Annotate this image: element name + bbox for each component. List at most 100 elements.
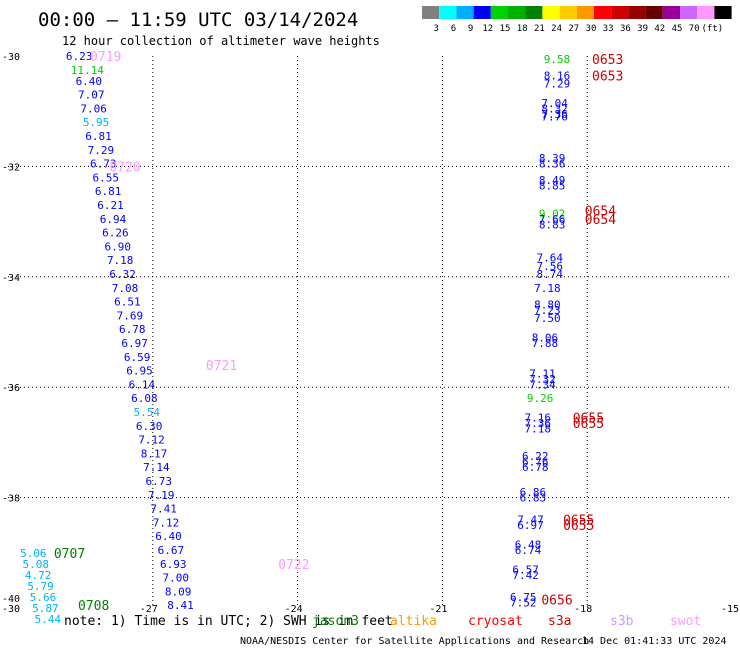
pass-time-label: 0720 <box>109 160 140 175</box>
wave-height-value: 6.40 <box>155 530 182 543</box>
wave-height-value: 7.41 <box>150 503 177 516</box>
x-tick-label: -30 <box>2 604 20 615</box>
pass-time-label: 0708 <box>78 599 109 614</box>
wave-height-value: 7.18 <box>524 423 551 436</box>
wave-height-value: 7.06 <box>80 102 107 115</box>
scale-label: 70 <box>689 24 700 34</box>
wave-height-value: 7.14 <box>143 461 170 474</box>
wave-height-value: 6.73 <box>90 158 117 171</box>
wave-height-value: 8.49 <box>539 174 566 187</box>
wave-height-value: 6.26 <box>102 227 128 240</box>
wave-height-value: 6.78 <box>119 323 146 336</box>
wave-height-value: 7.52 <box>510 596 537 609</box>
pass-time-label: 0655 <box>573 412 604 427</box>
wave-height-value: 8.39 <box>539 152 566 165</box>
scale-label: 21 <box>534 24 545 34</box>
scale-label: 15 <box>500 24 511 34</box>
wave-height-value: 7.11 <box>529 367 556 380</box>
pass-time-label: 0653 <box>592 69 623 84</box>
wave-height-value: 8.80 <box>534 298 561 311</box>
wave-height-value: 7.00 <box>162 572 189 585</box>
wave-height-value: 7.04 <box>541 97 568 110</box>
wave-height-value: 6.08 <box>131 392 158 405</box>
grid-lines <box>8 56 732 608</box>
y-tick-label: -38 <box>2 494 20 505</box>
wave-height-value: 6.40 <box>76 75 103 88</box>
axis-ticks: -30 -27 -24 -21 -18 -15 -30 -32 -34 -36 -38 -40 <box>2 52 739 615</box>
pass-time-label: 0655 <box>563 514 594 529</box>
scale-swatch <box>439 6 457 19</box>
wave-height-value: 7.23 <box>534 304 561 317</box>
wave-height-value: 6.55 <box>92 171 119 184</box>
scale-swatch <box>594 6 612 19</box>
pass-time-label: 0656 <box>541 594 572 609</box>
scale-label: 3 <box>433 24 438 34</box>
wave-height-value: 7.42 <box>512 569 539 582</box>
y-tick-label: -32 <box>2 162 20 173</box>
scale-swatch <box>697 6 715 19</box>
wave-height-value: 6.57 <box>512 563 539 576</box>
wave-height-value: 7.56 <box>537 260 564 273</box>
scale-label: 33 <box>603 24 614 34</box>
satellite-legend-item: swot <box>670 614 701 629</box>
pass-time-label: 0654 <box>585 213 616 228</box>
wave-height-value: 6.22 <box>522 450 549 463</box>
wave-height-value: 6.78 <box>522 461 549 474</box>
satellite-legend-item: cryosat <box>468 614 523 629</box>
wave-height-value: 7.76 <box>541 111 568 124</box>
wave-height-value: 6.51 <box>114 296 141 309</box>
wave-height-value: 6.81 <box>85 130 112 143</box>
scale-label: 27 <box>568 24 579 34</box>
wave-height-value: 7.18 <box>534 282 561 295</box>
pass-time-label: 0654 <box>585 205 616 220</box>
scale-label: 30 <box>586 24 597 34</box>
wave-height-value: 8.17 <box>141 447 168 460</box>
wave-height-value: 8.06 <box>532 332 559 345</box>
scale-swatch <box>559 6 577 19</box>
wave-height-value: 7.16 <box>524 412 551 425</box>
wave-height-value: 7.36 <box>541 108 568 121</box>
scale-swatch <box>611 6 629 19</box>
pass-time-label: 0655 <box>563 519 594 534</box>
wave-height-value: 7.32 <box>529 373 556 386</box>
y-tick-label: -36 <box>2 383 20 394</box>
x-tick-label: -15 <box>721 604 739 615</box>
wave-height-value: 5.06 <box>20 547 47 560</box>
scale-swatch <box>473 6 491 19</box>
scale-label: 9 <box>468 24 473 34</box>
x-tick-label: -24 <box>285 604 303 615</box>
scale-label: 6 <box>451 24 456 34</box>
wave-height-value: 7.19 <box>148 489 175 502</box>
credit-text: NOAA/NESDIS Center for Satellite Applica… <box>240 636 589 647</box>
chart-subtitle: 12 hour collection of altimeter wave hei… <box>62 34 380 48</box>
wave-height-value: 7.47 <box>517 514 544 527</box>
pass-time-label: 0653 <box>592 53 623 68</box>
wave-height-value: 5.87 <box>32 602 59 615</box>
wave-height-value: 6.48 <box>515 539 542 552</box>
color-scale-legend: 3 6 9 12 15 18 21 24 27 30 33 36 39 42 45 70 (ft) <box>422 6 732 34</box>
scale-label: 18 <box>517 24 528 34</box>
wave-height-value: 7.08 <box>112 282 139 295</box>
satellite-legend-item: s3b <box>610 614 634 629</box>
pass-time-label: 0721 <box>206 359 237 374</box>
pass-time-label: 0722 <box>278 558 309 573</box>
y-tick-label: -40 <box>2 594 20 605</box>
wave-height-value: 7.12 <box>153 516 180 529</box>
wave-height-value: 8.36 <box>539 158 566 171</box>
scale-swatch <box>662 6 680 19</box>
wave-height-value: 6.76 <box>522 456 549 469</box>
wave-height-value: 6.93 <box>160 558 187 571</box>
wave-height-value: 7.88 <box>532 337 559 350</box>
wave-height-value: 6.23 <box>66 50 93 63</box>
scale-label: 24 <box>551 24 562 34</box>
wave-height-value: 5.44 <box>35 613 62 626</box>
wave-height-value: 6.59 <box>124 351 151 364</box>
scale-swatch <box>542 6 560 19</box>
scale-swatch <box>456 6 474 19</box>
wave-height-value: 6.97 <box>517 519 544 532</box>
wave-height-values: 6.2311.146.407.077.065.956.817.296.736.5… <box>20 50 570 626</box>
scale-swatch <box>490 6 508 19</box>
wave-height-value: 8.16 <box>544 69 571 82</box>
